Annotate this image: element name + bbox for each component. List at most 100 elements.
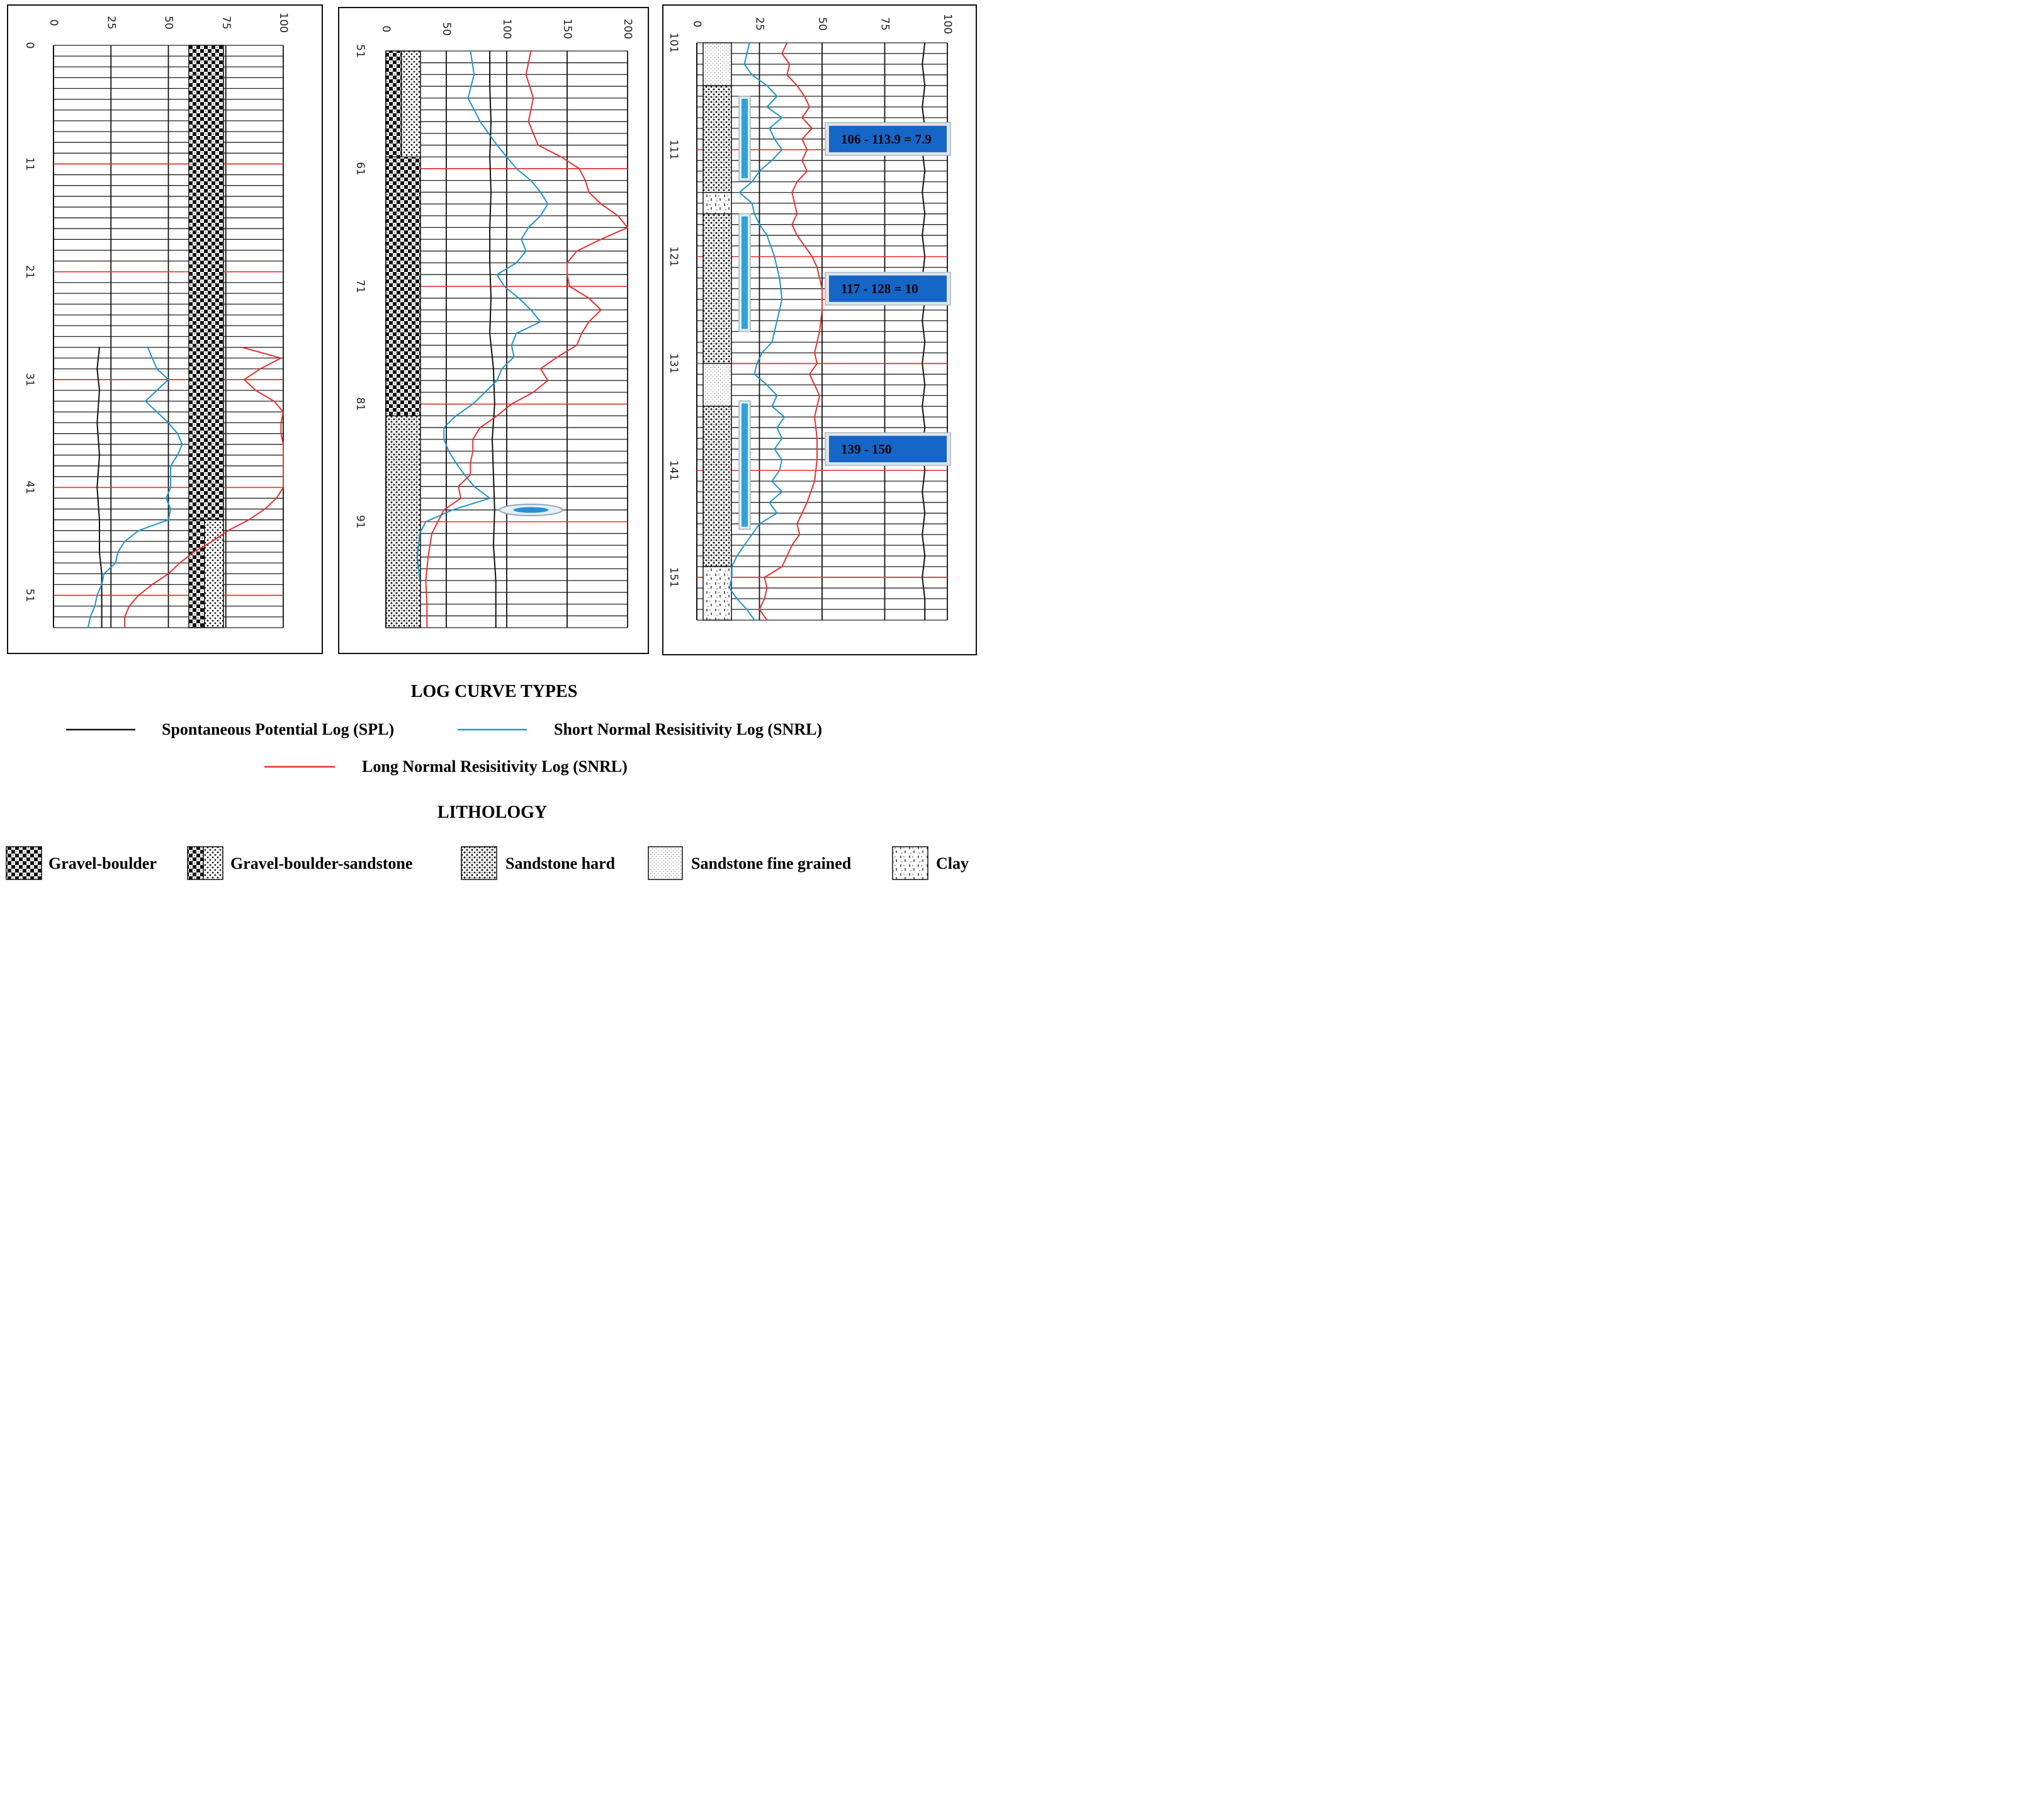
lithology-legend-item: Gravel-boulder [6,846,157,880]
log-panel-2: 0 50 100 150 200 51 61 71 81 91 [338,7,649,654]
depth-tick-label: 51 [354,44,366,58]
lithology-column [385,50,421,628]
value-tick-label: 0 [47,20,60,26]
lithology-legend-label: Clay [936,854,969,873]
value-tick-label: 200 [621,19,634,39]
value-tick-label: 75 [220,16,232,30]
value-tick-label: 25 [753,17,766,31]
curve-legend-item: Spontaneous Potential Log (SPL) [66,720,394,738]
lithology-legend-label: Gravel-boulder [48,854,157,873]
aquifer-label-box [828,125,947,152]
value-tick-label: 50 [162,16,175,30]
depth-tick-label: 151 [667,567,680,587]
depth-tick-label: 71 [354,280,366,293]
lithology-legend-item: Sandstone fine grained [648,846,852,880]
panel-frame [7,4,323,654]
lithology-sandstone-part [204,519,224,628]
lithology-column [188,45,224,628]
aquifer-label-box [828,436,947,463]
depth-tick-label: 131 [667,353,680,373]
panel-frame [662,4,977,655]
log-panel-3: 0 25 50 75 100 101 111 121 131 141 151 106 - 113.9 … [662,4,977,655]
lithology-block [702,363,732,407]
value-tick-label: 150 [561,19,573,39]
curve-legend-title: LOG CURVE TYPES [411,682,578,701]
lnrl-curve [759,42,823,621]
aquifer-label-text: 117 - 128 = 10 [841,281,918,297]
aquifer-zone-bar [742,216,748,329]
value-tick-label: 100 [500,19,513,39]
spl-curve [489,51,497,628]
lithology-swatch [892,846,928,880]
lithology-sandstone-part [401,50,421,157]
lithology-legend-title: LITHOLOGY [437,803,547,822]
aquifer-zone-bar [742,98,748,179]
curve-legend-item: Long Normal Resisitivity Log (SNRL) [264,757,628,776]
aquifer-label-text: 139 - 150 [841,441,892,456]
well-log-figure: 0 25 50 75 100 0 11 21 31 41 51 0 50 100 150 200 51 61 71 8… [6,4,977,880]
lithology-legend-label: Sandstone hard [505,854,616,873]
depth-grid [385,50,628,628]
aquifer-zone-bar [742,403,748,527]
aquifer-annotation: 106 - 113.9 = 7.9 [738,96,951,181]
lithology-gravel-boulder-part [385,50,402,157]
aquifer-annotation: 117 - 128 = 10 [738,213,951,332]
lithology-swatch [461,846,497,880]
log-panel-1: 0 25 50 75 100 0 11 21 31 41 51 [7,4,323,654]
legend-area: LOG CURVE TYPES Spontaneous Potential Log… [6,682,969,880]
value-tick-label: 25 [104,16,117,30]
lithology-swatch [6,846,42,880]
depth-tick-label: 141 [667,460,680,480]
lnrl-curve [425,50,628,628]
snrl-curve [87,347,183,628]
value-tick-label: 50 [440,22,453,36]
aquifer-label-box [828,275,947,302]
depth-tick-label: 111 [667,140,680,160]
lithology-legend-label: Gravel-boulder-sandstone [230,854,412,873]
depth-tick-label: 21 [23,265,36,279]
value-tick-label: 75 [879,17,891,31]
lithology-block [702,566,732,621]
value-tick-label: 50 [816,17,828,31]
lithology-legend-item: Clay [892,846,969,880]
panel-frame [338,7,649,654]
lithology-block [702,191,732,215]
aquifer-annotation: 139 - 150 [738,400,951,530]
depth-tick-label: 31 [23,373,36,387]
lithology-column [702,42,732,621]
lithology-swatch [203,846,223,880]
depth-tick-label: 11 [23,157,36,171]
depth-tick-label: 51 [23,589,36,602]
lnrl-curve [124,346,284,628]
curve-legend-label: Short Normal Resisitivity Log (SNRL) [554,720,822,738]
depth-tick-label: 61 [354,162,366,176]
lithology-legend-label: Sandstone fine grained [691,854,852,873]
lithology-block [702,85,732,193]
log-panels: 0 25 50 75 100 0 11 21 31 41 51 0 50 100 150 200 51 61 71 8… [7,4,977,655]
value-tick-label: 0 [380,26,392,33]
lithology-block [702,42,732,86]
depth-tick-label: 91 [354,515,366,529]
aquifer-label-text: 106 - 113.9 = 7.9 [841,132,932,147]
lithology-swatch [187,846,204,880]
lithology-block [702,405,732,567]
depth-tick-label: 81 [354,397,366,411]
curve-legend-item: Short Normal Resisitivity Log (SNRL) [458,720,822,738]
lithology-block [702,213,732,365]
value-tick-label: 100 [277,13,290,33]
depth-tick-label: 121 [667,246,680,266]
depth-tick-label: 0 [23,42,36,49]
curve-legend-label: Spontaneous Potential Log (SPL) [162,720,394,738]
lithology-block [188,45,224,521]
snrl-curve [416,50,549,581]
lithology-swatch [648,846,683,880]
curve-legend-label: Long Normal Resisitivity Log (SNRL) [362,757,628,776]
value-tick-label: 0 [691,21,703,28]
spl-curve [96,347,103,628]
lithology-legend-item: Gravel-boulder-sandstone [187,846,412,880]
lithology-gravel-boulder-part [188,519,205,628]
depth-tick-label: 101 [667,33,680,53]
lithology-block [385,415,421,628]
lithology-block [385,156,421,417]
depth-tick-label: 41 [23,480,36,494]
